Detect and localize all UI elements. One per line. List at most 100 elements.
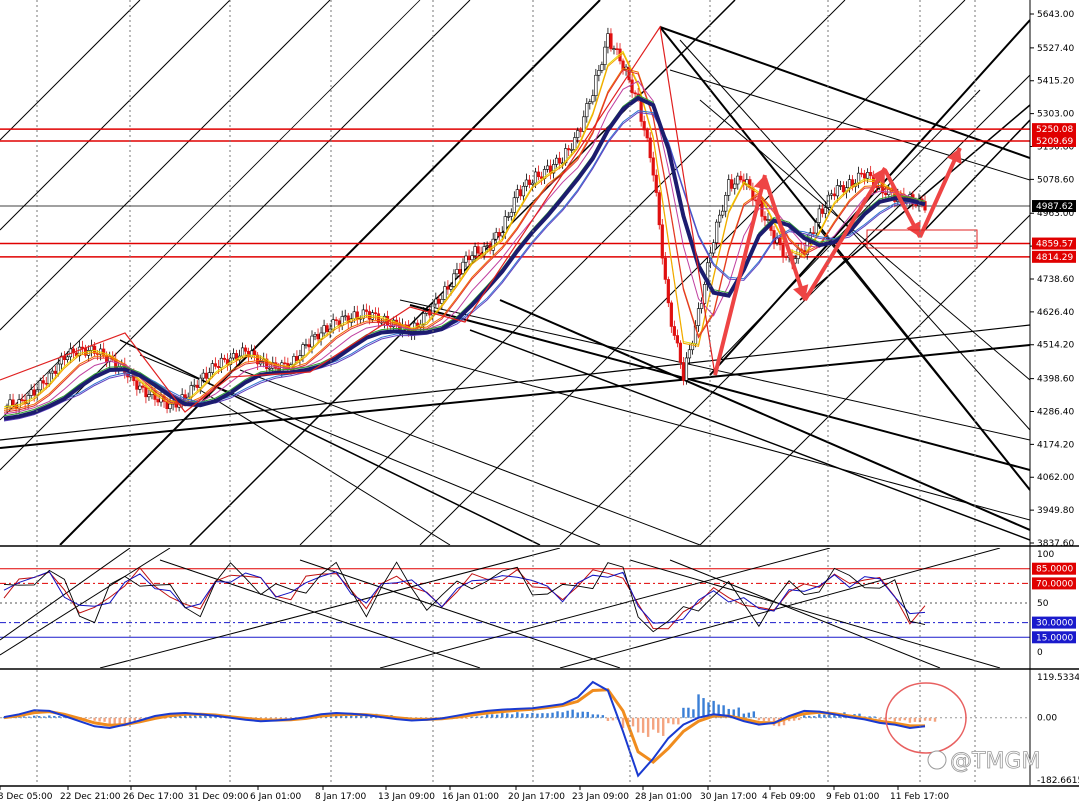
candle-down — [781, 244, 785, 257]
candle-up — [606, 33, 610, 48]
arrow-shaft — [763, 177, 807, 301]
candle-down — [216, 366, 220, 368]
candle-up — [600, 64, 604, 71]
macd-histogram-bar — [274, 717, 277, 720]
trend-line — [59, 0, 601, 545]
price-level-tag — [1032, 123, 1076, 136]
macd-histogram-bar — [48, 715, 51, 718]
trend-line — [679, 39, 1030, 431]
price-tick-label: 4286.40 — [1037, 407, 1074, 417]
candle-up — [718, 214, 722, 223]
candle-up — [687, 349, 692, 359]
macd-histogram-bar — [782, 717, 786, 726]
macd-histogram-bar — [360, 715, 363, 718]
candle-down — [730, 179, 734, 189]
macd-histogram-bar — [818, 714, 821, 718]
macd-histogram-bar — [903, 717, 907, 721]
oscillator-level-tag — [1032, 562, 1076, 575]
candle-up — [570, 149, 574, 151]
candle-up — [856, 172, 861, 184]
candle-up — [422, 313, 426, 326]
candle-down — [213, 363, 217, 367]
candle-up — [38, 380, 42, 391]
macd-histogram-bar — [103, 717, 106, 722]
macd-histogram-bar — [732, 709, 735, 718]
candle-up — [829, 193, 833, 196]
candle-up — [696, 308, 701, 326]
candle-down — [325, 325, 329, 332]
trend-line — [0, 344, 1030, 449]
macd-histogram-bar — [687, 707, 690, 718]
candle-up — [50, 370, 54, 374]
macd-histogram-bar — [193, 714, 197, 718]
candle-up — [138, 385, 142, 390]
arrow-head — [946, 148, 962, 165]
candle-up — [530, 182, 535, 185]
macd-histogram-bar — [571, 709, 574, 718]
candle-up — [721, 210, 725, 216]
candle-up — [512, 197, 516, 213]
candle-up — [434, 298, 438, 305]
candle-up — [603, 46, 607, 65]
price-tick-label: 4738.60 — [1037, 275, 1074, 285]
candle-down — [869, 172, 873, 176]
time-tick-label: 20 Jan 17:00 — [508, 792, 565, 802]
candle-down — [841, 185, 846, 193]
candle-up — [715, 221, 719, 244]
macd-histogram-bar — [183, 715, 187, 718]
macd-histogram-bar — [657, 717, 660, 733]
price-level-tag — [1032, 200, 1076, 213]
macd-histogram-bar — [631, 717, 635, 727]
time-tick-label: 11 Feb 17:00 — [890, 792, 949, 802]
candle-up — [591, 95, 595, 103]
macd-histogram-bar — [521, 713, 524, 718]
candle-down — [41, 380, 45, 384]
macd-histogram-bar — [485, 714, 489, 718]
price-level-label: 5209.69 — [1036, 137, 1073, 147]
oscillator-tick-label: 100 — [1037, 550, 1054, 560]
candle-up — [77, 346, 82, 357]
candle-up — [612, 48, 616, 50]
candle-up — [503, 216, 507, 233]
signal-line — [3, 688, 925, 765]
candle-down — [669, 302, 673, 327]
candle-down — [355, 311, 359, 320]
macd-histogram-bar — [717, 704, 720, 718]
candle-down — [20, 399, 24, 401]
trend-line — [819, 229, 1030, 491]
candle-up — [47, 372, 51, 385]
candle-up — [485, 245, 489, 247]
time-tick-label: 16 Jan 01:00 — [442, 792, 499, 802]
macd-histogram-bar — [933, 717, 937, 722]
price-level-label: 4814.29 — [1036, 253, 1073, 263]
macd-histogram-bar — [752, 711, 756, 718]
oscillator-trend-line — [299, 559, 621, 668]
candle-down — [144, 387, 148, 398]
macd-histogram-bar — [621, 717, 625, 729]
macd-tick-label: -182.6615 — [1037, 776, 1079, 786]
ma-ribbon-line — [3, 67, 926, 411]
price-tick-label: 3837.60 — [1037, 539, 1074, 549]
macd-histogram-bar — [908, 717, 912, 723]
macd-histogram-bar — [797, 717, 801, 721]
price-tick-label: 5190.80 — [1037, 142, 1074, 152]
arrow-head — [906, 220, 921, 237]
macd-histogram-bar — [32, 715, 36, 718]
arrow-head — [793, 284, 809, 300]
macd-histogram-bar — [551, 712, 554, 718]
macd-histogram-bar — [138, 717, 142, 721]
candle-down — [156, 399, 160, 403]
candle-up — [455, 269, 459, 275]
time-tick-label: 30 Jan 17:00 — [700, 792, 757, 802]
macd-histogram-bar — [591, 714, 595, 718]
oscillator-trend-line — [559, 548, 1001, 668]
candle-up — [192, 384, 196, 387]
candle-down — [467, 255, 471, 261]
macd-histogram-bar — [697, 694, 700, 718]
time-tick-label: 18 Dec 05:00 — [0, 792, 53, 802]
candle-down — [663, 257, 667, 280]
macd-histogram-bar — [606, 717, 610, 721]
candle-down — [204, 372, 208, 379]
